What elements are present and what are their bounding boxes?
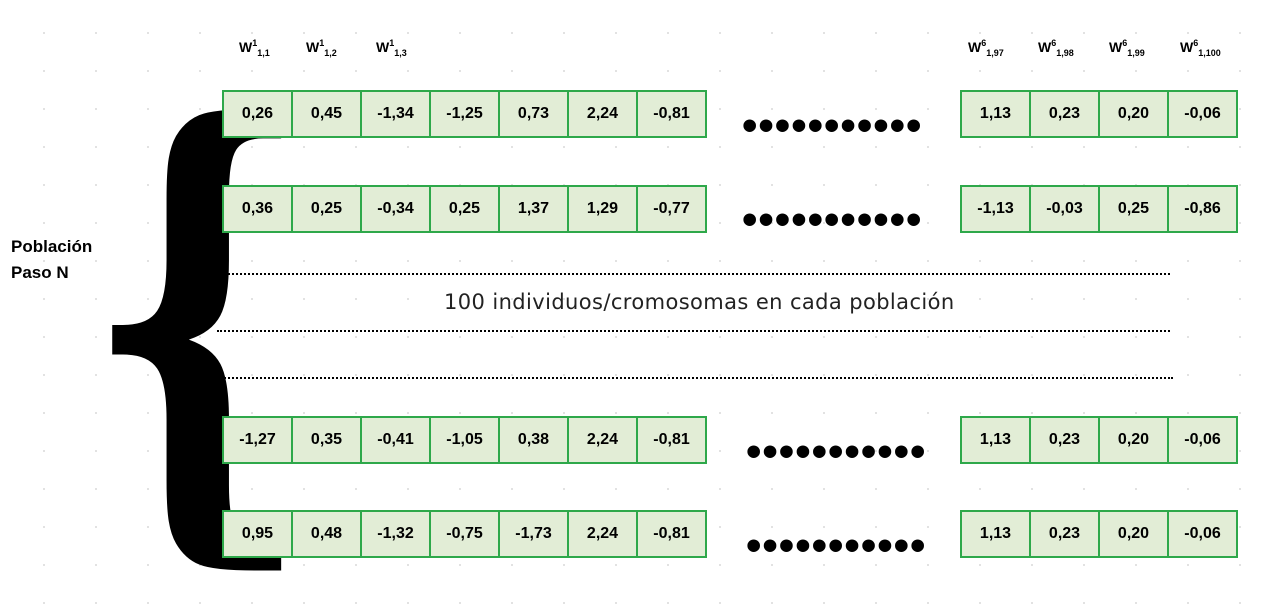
gene-cell: 0,23 xyxy=(1029,90,1100,138)
population-label-line1: Población xyxy=(11,237,93,256)
header-sub: 1,3 xyxy=(394,48,407,58)
header-sup: 1 xyxy=(319,38,325,48)
gene-cell: 0,25 xyxy=(291,185,362,233)
gene-cell: 0,23 xyxy=(1029,510,1100,558)
population-size-caption: 100 individuos/cromosomas en cada poblac… xyxy=(444,290,955,314)
header-base: W xyxy=(239,39,253,55)
chromosome-row-3-left: -1,27 0,35 -0,41 -1,05 0,38 2,24 -0,81 xyxy=(222,416,707,464)
gene-cell: 0,73 xyxy=(498,90,569,138)
chromosome-row-2-right: -1,13 -0,03 0,25 -0,86 xyxy=(960,185,1238,233)
header-sup: 6 xyxy=(1122,38,1128,48)
curly-brace-icon: { xyxy=(82,20,314,607)
chromosome-row-4-left: 0,95 0,48 -1,32 -0,75 -1,73 2,24 -0,81 xyxy=(222,510,707,558)
gene-cell: -0,06 xyxy=(1167,90,1238,138)
gene-cell: 0,26 xyxy=(222,90,293,138)
chromosome-row-4-right: 1,13 0,23 0,20 -0,06 xyxy=(960,510,1238,558)
ellipsis-dots: ••••••••••• xyxy=(742,195,923,244)
gene-cell: 1,13 xyxy=(960,416,1031,464)
header-sup: 6 xyxy=(1193,38,1199,48)
gene-cell: -0,86 xyxy=(1167,185,1238,233)
gene-cell: 0,48 xyxy=(291,510,362,558)
header-sub: 1,99 xyxy=(1127,48,1145,58)
header-w1-1-3: W11,3 xyxy=(376,38,407,58)
header-base: W xyxy=(306,39,320,55)
header-sup: 6 xyxy=(1051,38,1057,48)
gene-cell: 0,35 xyxy=(291,416,362,464)
chromosome-row-3-right: 1,13 0,23 0,20 -0,06 xyxy=(960,416,1238,464)
gene-cell: -0,34 xyxy=(360,185,431,233)
header-w6-1-100: W61,100 xyxy=(1180,38,1221,58)
header-sub: 1,98 xyxy=(1056,48,1074,58)
gene-cell: 2,24 xyxy=(567,510,638,558)
gene-cell: 1,37 xyxy=(498,185,569,233)
chromosome-row-2-left: 0,36 0,25 -0,34 0,25 1,37 1,29 -0,77 xyxy=(222,185,707,233)
gene-cell: 1,13 xyxy=(960,510,1031,558)
header-w1-1-2: W11,2 xyxy=(306,38,337,58)
chromosome-row-1-left: 0,26 0,45 -1,34 -1,25 0,73 2,24 -0,81 xyxy=(222,90,707,138)
header-w6-1-99: W61,99 xyxy=(1109,38,1145,58)
gene-cell: -0,06 xyxy=(1167,416,1238,464)
chromosome-row-1-right: 1,13 0,23 0,20 -0,06 xyxy=(960,90,1238,138)
gene-cell: -1,73 xyxy=(498,510,569,558)
gene-cell: -0,03 xyxy=(1029,185,1100,233)
ellipsis-dots: ••••••••••• xyxy=(746,427,927,476)
gene-cell: 0,25 xyxy=(1098,185,1169,233)
gene-cell: -0,06 xyxy=(1167,510,1238,558)
header-base: W xyxy=(1109,39,1123,55)
header-base: W xyxy=(1180,39,1194,55)
header-w6-1-97: W61,97 xyxy=(968,38,1004,58)
gene-cell: 0,20 xyxy=(1098,510,1169,558)
gene-cell: 0,45 xyxy=(291,90,362,138)
gene-cell: -1,13 xyxy=(960,185,1031,233)
gene-cell: 0,38 xyxy=(498,416,569,464)
header-base: W xyxy=(1038,39,1052,55)
dotted-separator xyxy=(217,273,1170,275)
gene-cell: -1,25 xyxy=(429,90,500,138)
header-sub: 1,100 xyxy=(1198,48,1221,58)
header-base: W xyxy=(376,39,390,55)
gene-cell: 1,29 xyxy=(567,185,638,233)
gene-cell: -1,34 xyxy=(360,90,431,138)
gene-cell: 1,13 xyxy=(960,90,1031,138)
header-w6-1-98: W61,98 xyxy=(1038,38,1074,58)
gene-cell: -1,05 xyxy=(429,416,500,464)
population-label: Población Paso N xyxy=(11,234,92,286)
header-sup: 1 xyxy=(252,38,258,48)
gene-cell: 0,36 xyxy=(222,185,293,233)
header-w1-1-1: W11,1 xyxy=(239,38,270,58)
gene-cell: 0,25 xyxy=(429,185,500,233)
header-sub: 1,1 xyxy=(257,48,270,58)
header-base: W xyxy=(968,39,982,55)
dotted-separator xyxy=(217,377,1173,379)
gene-cell: 0,23 xyxy=(1029,416,1100,464)
gene-cell: -0,81 xyxy=(636,416,707,464)
population-label-line2: Paso N xyxy=(11,263,69,282)
ellipsis-dots: ••••••••••• xyxy=(746,521,927,570)
gene-cell: 0,95 xyxy=(222,510,293,558)
gene-cell: -0,41 xyxy=(360,416,431,464)
header-sup: 1 xyxy=(389,38,395,48)
ellipsis-dots: ••••••••••• xyxy=(742,101,923,150)
gene-cell: 0,20 xyxy=(1098,416,1169,464)
dotted-separator xyxy=(217,330,1170,332)
header-sub: 1,2 xyxy=(324,48,337,58)
gene-cell: -1,27 xyxy=(222,416,293,464)
gene-cell: -1,32 xyxy=(360,510,431,558)
gene-cell: -0,81 xyxy=(636,90,707,138)
gene-cell: 2,24 xyxy=(567,416,638,464)
gene-cell: 0,20 xyxy=(1098,90,1169,138)
gene-cell: 2,24 xyxy=(567,90,638,138)
header-sup: 6 xyxy=(981,38,987,48)
gene-cell: -0,75 xyxy=(429,510,500,558)
gene-cell: -0,77 xyxy=(636,185,707,233)
gene-cell: -0,81 xyxy=(636,510,707,558)
header-sub: 1,97 xyxy=(986,48,1004,58)
